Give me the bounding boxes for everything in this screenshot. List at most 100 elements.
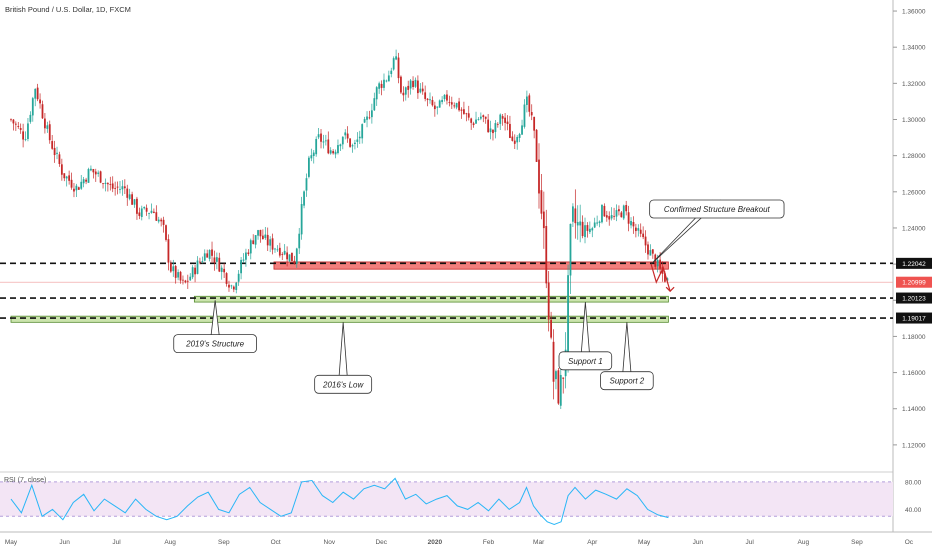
candle-body bbox=[109, 184, 112, 186]
price-tick-label: 1.30000 bbox=[902, 117, 926, 124]
candle-body bbox=[286, 252, 289, 260]
price-zones bbox=[10, 261, 669, 323]
candle-body bbox=[363, 119, 366, 123]
candle-body bbox=[271, 238, 274, 250]
candle-body bbox=[555, 371, 557, 380]
candle-body bbox=[208, 250, 211, 259]
candle-body bbox=[51, 141, 54, 149]
candle-body bbox=[494, 123, 497, 133]
candle-body bbox=[121, 186, 124, 190]
candle-body bbox=[416, 80, 419, 94]
candle-body bbox=[591, 228, 594, 231]
candle-body bbox=[274, 248, 276, 250]
candle-body bbox=[545, 225, 548, 284]
candle-body bbox=[179, 271, 182, 281]
candle-body bbox=[501, 116, 504, 119]
candle-body bbox=[651, 249, 654, 254]
candle-body bbox=[625, 204, 628, 212]
candle-body bbox=[400, 76, 402, 93]
candle-body bbox=[429, 99, 431, 101]
candle-body bbox=[104, 182, 107, 184]
candle-body bbox=[56, 152, 58, 154]
candle-body bbox=[547, 282, 550, 320]
candle-body bbox=[453, 105, 456, 107]
support-zone bbox=[193, 295, 669, 303]
candle-body bbox=[358, 136, 361, 139]
candle-body bbox=[366, 116, 368, 120]
candle-body bbox=[150, 210, 153, 213]
candle-body bbox=[128, 194, 131, 199]
candle-body bbox=[448, 102, 451, 103]
candle-body bbox=[82, 179, 85, 184]
candle-body bbox=[472, 123, 475, 126]
time-tick-label: Jun bbox=[693, 539, 704, 546]
price-tick-label: 1.36000 bbox=[902, 9, 926, 16]
callout-box bbox=[600, 371, 654, 391]
candle-body bbox=[380, 83, 383, 88]
candle-body bbox=[131, 194, 133, 205]
projection-arrow bbox=[650, 263, 675, 293]
candle-body bbox=[390, 70, 393, 75]
candle-body bbox=[245, 252, 247, 260]
candle-body bbox=[579, 221, 582, 226]
candle-body bbox=[349, 138, 351, 147]
candle-body bbox=[254, 235, 257, 245]
candle-body bbox=[303, 191, 305, 206]
candle-body bbox=[540, 190, 543, 214]
candle-body bbox=[320, 133, 322, 142]
candle-body bbox=[312, 152, 315, 157]
candle-body bbox=[354, 142, 356, 144]
candle-body bbox=[533, 116, 536, 131]
candle-body bbox=[259, 229, 262, 237]
time-tick-label: Apr bbox=[587, 539, 598, 546]
callout-pointer bbox=[622, 322, 632, 372]
candle-body bbox=[157, 219, 160, 222]
candle-body bbox=[24, 139, 27, 140]
candle-body bbox=[443, 94, 446, 100]
candle-body bbox=[203, 253, 206, 261]
projection-path bbox=[650, 263, 671, 292]
callout-pointer bbox=[338, 322, 348, 376]
candle-body bbox=[189, 276, 192, 281]
candle-body bbox=[308, 157, 310, 177]
candle-body bbox=[191, 267, 194, 278]
candle-body bbox=[492, 129, 494, 134]
candle-body bbox=[19, 128, 22, 130]
candle-body bbox=[155, 212, 158, 221]
time-tick-label: Mar bbox=[533, 539, 545, 546]
candle-body bbox=[327, 139, 330, 154]
candle-body bbox=[557, 370, 560, 404]
candle-body bbox=[162, 219, 165, 225]
candle-body bbox=[487, 119, 490, 133]
candle-body bbox=[266, 234, 269, 246]
current-price-tag-text: 1.20999 bbox=[902, 280, 926, 287]
candle-body bbox=[475, 119, 477, 124]
time-tick-label: Jul bbox=[746, 539, 755, 546]
time-tick-label: Jul bbox=[112, 539, 121, 546]
rsi-label: RSI (7, close) bbox=[4, 477, 46, 484]
candle-body bbox=[438, 100, 441, 108]
time-tick-label: May bbox=[5, 539, 18, 546]
rsi-band bbox=[0, 481, 893, 517]
candle-body bbox=[87, 169, 90, 183]
candle-body bbox=[446, 94, 448, 101]
price-tick-label: 1.34000 bbox=[902, 45, 926, 52]
candle-body bbox=[656, 259, 659, 267]
candle-body bbox=[114, 188, 117, 189]
candle-body bbox=[111, 183, 114, 189]
candle-body bbox=[378, 83, 381, 89]
time-tick-label: Feb bbox=[483, 539, 495, 546]
candle-body bbox=[569, 223, 572, 276]
candle-body bbox=[370, 110, 373, 118]
callout-text: 2016's Low bbox=[322, 380, 364, 389]
candle-body bbox=[477, 119, 480, 120]
candle-body bbox=[213, 257, 216, 263]
level-price-tag-text: 1.22042 bbox=[902, 261, 926, 268]
candle-body bbox=[92, 169, 95, 173]
callout-box bbox=[558, 351, 613, 371]
rsi-tick-label: 80.00 bbox=[905, 479, 922, 486]
time-tick-label: Nov bbox=[324, 539, 336, 546]
candle-body bbox=[574, 208, 577, 224]
price-tick-label: 1.14000 bbox=[902, 406, 926, 413]
